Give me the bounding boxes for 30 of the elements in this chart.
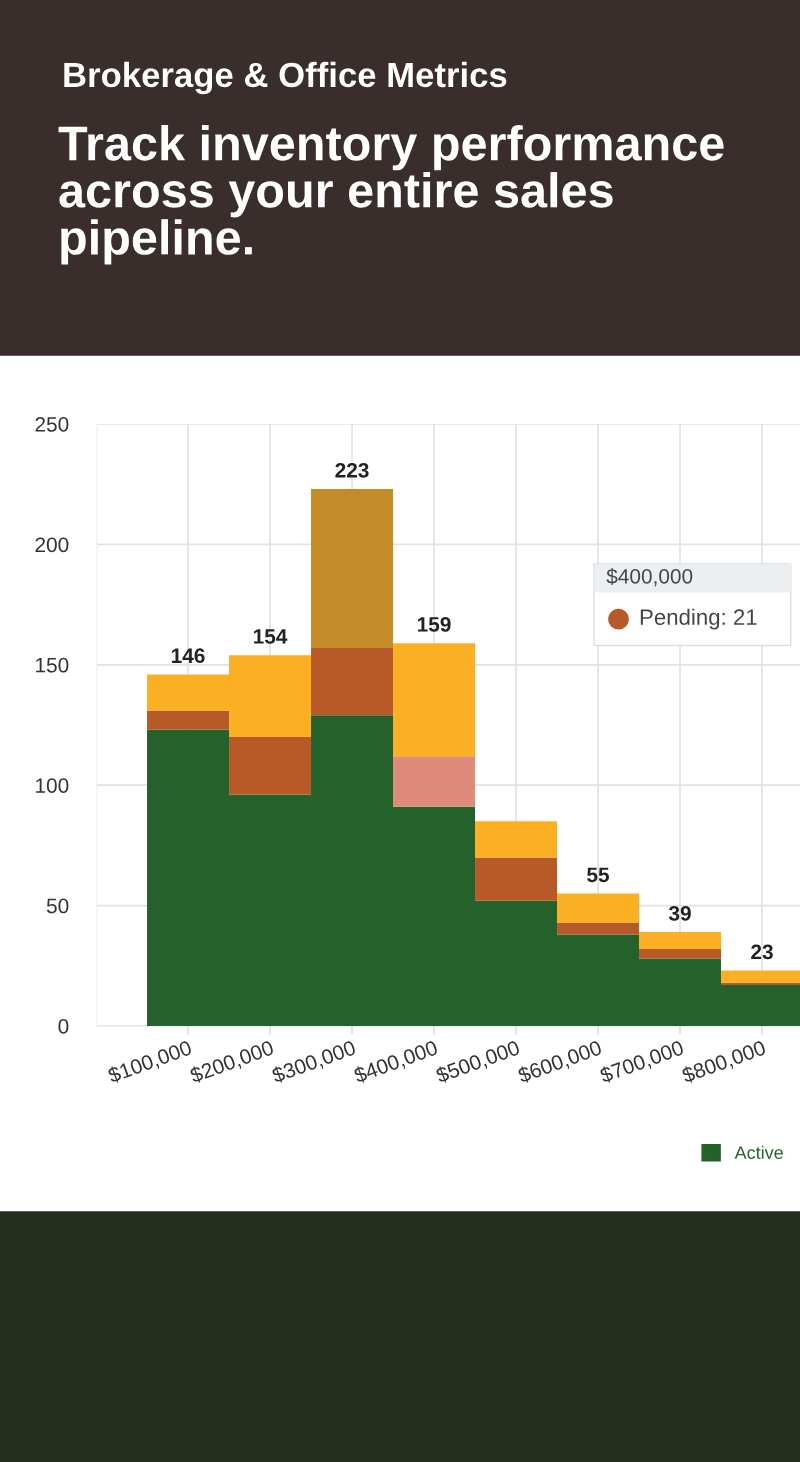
bar — [557, 922, 640, 935]
bar — [475, 857, 558, 901]
bar — [311, 489, 394, 648]
bar — [639, 932, 722, 949]
total-label: 159 — [417, 617, 451, 632]
total-label: 146 — [171, 648, 205, 664]
y-tick-label: 250 — [35, 417, 69, 432]
bar — [639, 948, 722, 959]
total-label: 154 — [253, 629, 288, 644]
y-tick-label: 50 — [46, 898, 69, 914]
total-label: 23 — [751, 944, 773, 960]
annotation: Pending: 21 — [640, 608, 757, 630]
y-tick-label: 150 — [36, 657, 69, 673]
bar — [147, 710, 230, 730]
total-label: 55 — [587, 867, 610, 883]
bar — [557, 893, 640, 923]
y-tick-label: 0 — [58, 1019, 69, 1034]
bar — [475, 821, 558, 858]
chart-title: Track inventory performance across your entire sales pipeline. — [58, 125, 724, 265]
bar — [229, 737, 312, 795]
bar — [393, 643, 476, 757]
chart-subtitle: Brokerage & Office Metrics — [64, 61, 507, 95]
y-tick-label: 100 — [36, 778, 69, 793]
bar — [393, 756, 476, 807]
annotation: $400,000 — [606, 568, 693, 587]
total-label: 223 — [335, 462, 369, 478]
total-label: 39 — [668, 905, 691, 921]
legend-label: Active — [734, 1145, 783, 1160]
bar — [311, 647, 394, 716]
y-tick-label: 200 — [35, 537, 69, 553]
